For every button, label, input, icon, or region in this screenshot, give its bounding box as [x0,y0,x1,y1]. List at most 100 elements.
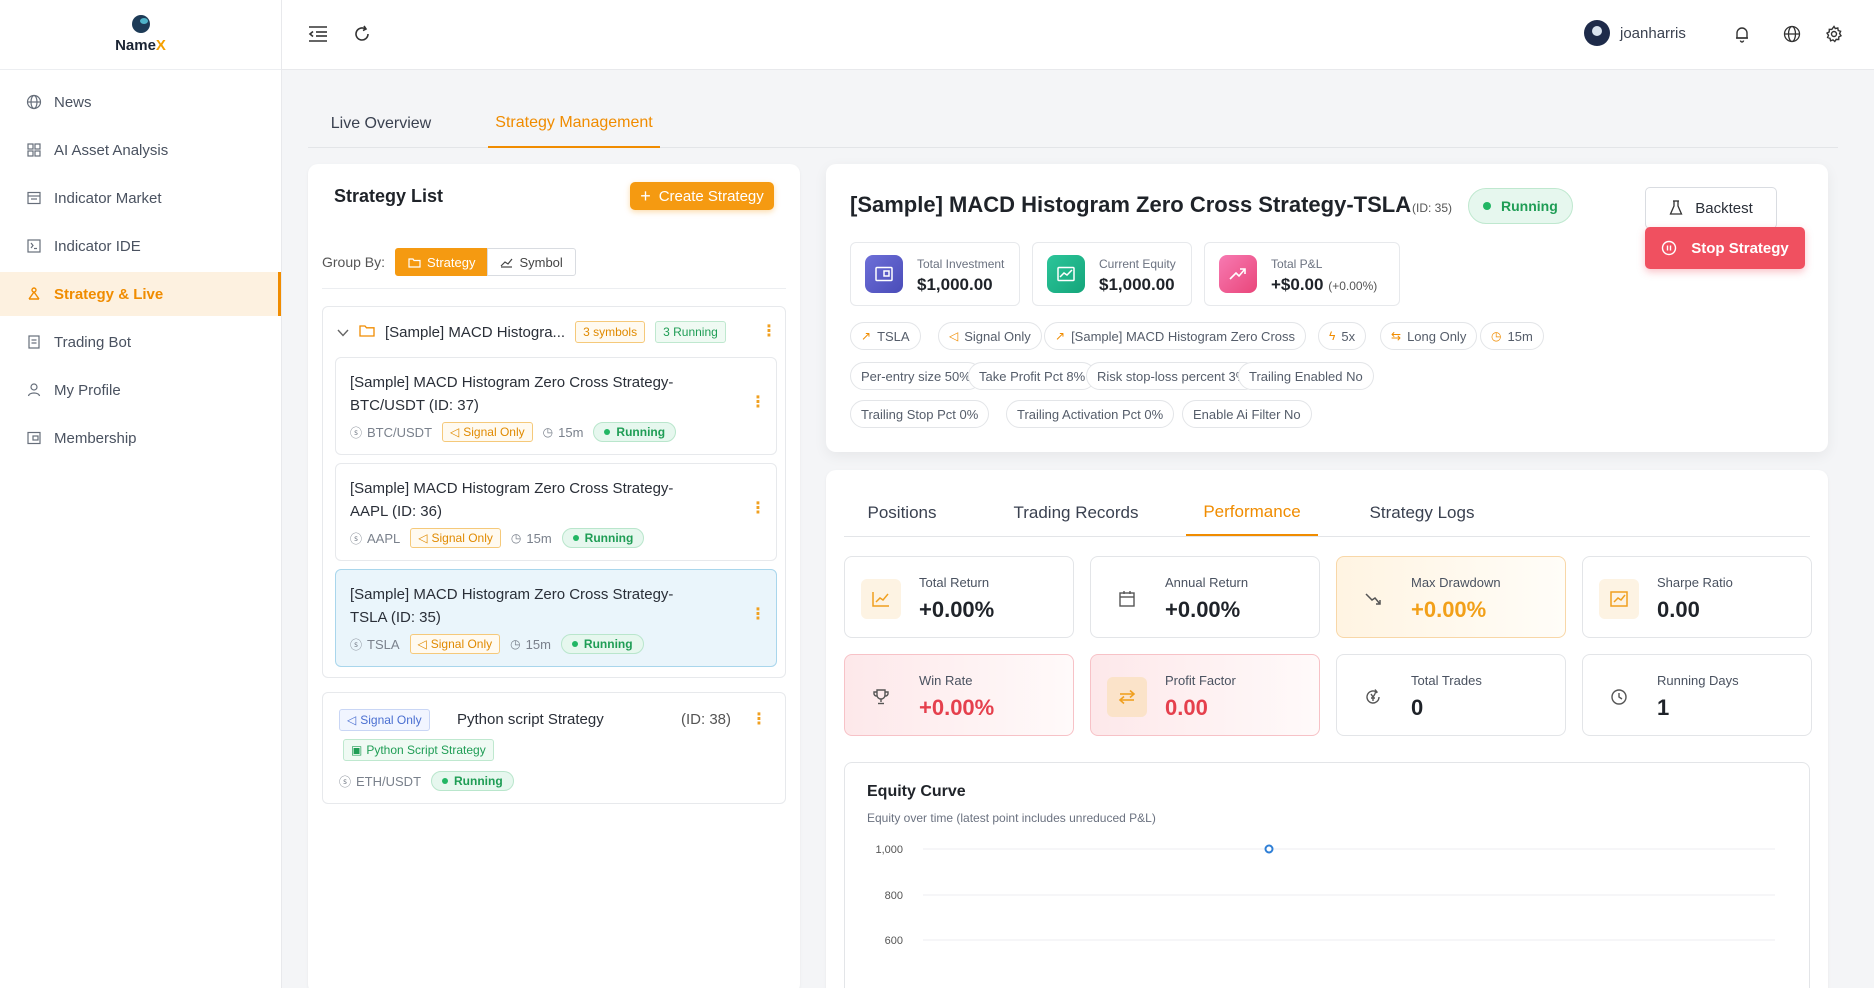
metric-running-days: Running Days 1 [1582,654,1812,736]
strategy-item[interactable]: [Sample] MACD Histogram Zero Cross Strat… [335,463,777,561]
top-header: joanharris [282,0,1874,70]
chevron-down-icon[interactable] [337,324,349,341]
chip-param: Per-entry size 50% [850,362,982,390]
sidebar-item-news[interactable]: News [0,80,281,124]
tab-live-overview[interactable]: Live Overview [330,115,432,132]
sidebar: NameX News AI Asset Analysis Indicator M… [0,0,282,988]
language-globe-icon[interactable] [1780,22,1804,46]
metric-label: Profit Factor [1165,673,1236,688]
total-investment-stat: Total Investment $1,000.00 [850,242,1020,306]
settings-gear-icon[interactable] [1822,22,1846,46]
sidebar-item-membership[interactable]: Membership [0,416,281,460]
sidebar-item-label: News [54,93,92,111]
tab-trading-records[interactable]: Trading Records [1013,503,1139,522]
sidebar-item-indicator-ide[interactable]: Indicator IDE [0,224,281,268]
tab-performance[interactable]: Performance [1186,490,1318,536]
signal-only-tag: ◁ Signal Only [410,528,501,548]
chip-param: Trailing Enabled No [1238,362,1374,390]
sidebar-item-my-profile[interactable]: My Profile [0,368,281,412]
metric-value: +0.00% [919,597,995,622]
code-icon: ▣ [351,743,363,757]
coin-icon: ⓢ [350,637,363,652]
strategy-item-name: [Sample] MACD Histogram Zero Cross Strat… [350,374,674,414]
store-icon [26,190,42,206]
folder-icon [359,324,375,341]
logo[interactable]: NameX [0,0,281,70]
create-strategy-label: Create Strategy [658,187,764,205]
python-strategy-id: (ID: 38) [681,711,732,728]
robot-icon [26,334,42,350]
group-by-strategy-button[interactable]: Strategy [395,248,489,276]
tab-strategy-logs[interactable]: Strategy Logs [1369,503,1475,522]
strategy-item-meta: ⓢ TSLA ◁ Signal Only ◷ 15m Running [350,634,644,654]
coin-icon: ⓢ [350,531,363,546]
metric-value: 0 [1411,695,1424,720]
chip-param: Risk stop-loss percent 3% [1086,362,1259,390]
chip-timeframe: ◷ 15m [1480,322,1544,350]
chip-direction: ⇆ Long Only [1380,322,1478,350]
status-badge: Running [1468,188,1573,224]
grid-icon [26,142,42,158]
tab-strategy-management[interactable]: Strategy Management [488,100,660,148]
more-options-icon[interactable]: ⋮ [761,323,777,340]
pause-circle-icon [1662,240,1677,256]
tab-positions[interactable]: Positions [867,503,937,522]
card-icon [26,430,42,446]
user-menu[interactable]: joanharris [1584,20,1686,46]
strategy-item-selected[interactable]: [Sample] MACD Histogram Zero Cross Strat… [335,569,777,667]
chart-icon [1599,579,1639,619]
chart-line-icon: ↗ [1055,329,1066,343]
megaphone-icon: ◁ [949,329,959,343]
metric-value: 0.00 [1657,597,1700,622]
strategy-item[interactable]: [Sample] MACD Histogram Zero Cross Strat… [335,357,777,455]
chip-param: Trailing Stop Pct 0% [850,400,990,428]
more-options-icon[interactable]: ⋮ [750,606,766,623]
signal-only-tag: ◁ Signal Only [442,422,533,442]
sidebar-item-indicator-market[interactable]: Indicator Market [0,176,281,220]
group-by-control: Group By: Strategy Symbol [322,248,576,276]
plus-icon: + [640,186,651,206]
more-options-icon[interactable]: ⋮ [750,500,766,517]
equity-point[interactable] [1264,844,1274,854]
status-badge: Running [561,528,645,548]
signal-only-tag: ◁ Signal Only [339,709,430,731]
tabs-divider [844,536,1810,537]
symbol-tag: ⓢ TSLA [350,636,400,652]
metric-total-return: Total Return +0.00% [844,556,1074,638]
backtest-button[interactable]: Backtest [1645,187,1777,229]
stat-sub: (+0.00%) [1328,279,1378,293]
metric-value: +0.00% [919,695,995,720]
refresh-icon[interactable] [350,22,374,46]
megaphone-icon: ◁ [347,713,357,727]
chart-title: Equity Curve [867,783,966,800]
megaphone-icon: ◁ [417,637,427,651]
sidebar-item-trading-bot[interactable]: Trading Bot [0,320,281,364]
chip-param: Take Profit Pct 8% [968,362,1097,390]
python-strategy-item[interactable]: ◁ Signal Only Python script Strategy (ID:… [322,692,786,804]
metric-label: Max Drawdown [1411,575,1501,590]
chart-subtitle: Equity over time (latest point includes … [867,811,1156,825]
more-options-icon[interactable]: ⋮ [751,711,767,728]
metric-value: 1 [1657,695,1670,720]
collapse-menu-icon[interactable] [306,22,330,46]
strategy-list-title: Strategy List [334,186,444,206]
sidebar-item-label: Membership [54,429,137,447]
clock-icon: ◷ [1491,329,1502,343]
strategy-group-header[interactable]: [Sample] MACD Histogra... 3 symbols 3 Ru… [337,321,726,343]
sidebar-item-strategy-live[interactable]: Strategy & Live [0,272,281,316]
bell-icon[interactable] [1730,22,1754,46]
create-strategy-button[interactable]: + Create Strategy [630,182,774,210]
strategy-group: [Sample] MACD Histogra... 3 symbols 3 Ru… [322,306,786,678]
sidebar-item-label: Indicator IDE [54,237,141,255]
group-by-symbol-button[interactable]: Symbol [487,248,576,276]
metric-label: Win Rate [919,673,973,688]
group-name: [Sample] MACD Histogra... [385,323,566,341]
sidebar-item-ai-asset-analysis[interactable]: AI Asset Analysis [0,128,281,172]
stop-strategy-button[interactable]: Stop Strategy [1645,227,1805,269]
running-count-tag: 3 Running [655,321,726,343]
status-badge: Running [431,771,514,791]
username: joanharris [1620,24,1686,42]
more-options-icon[interactable]: ⋮ [750,394,766,411]
logo-icon [131,15,150,33]
stat-value: $1,000.00 [1099,275,1175,294]
